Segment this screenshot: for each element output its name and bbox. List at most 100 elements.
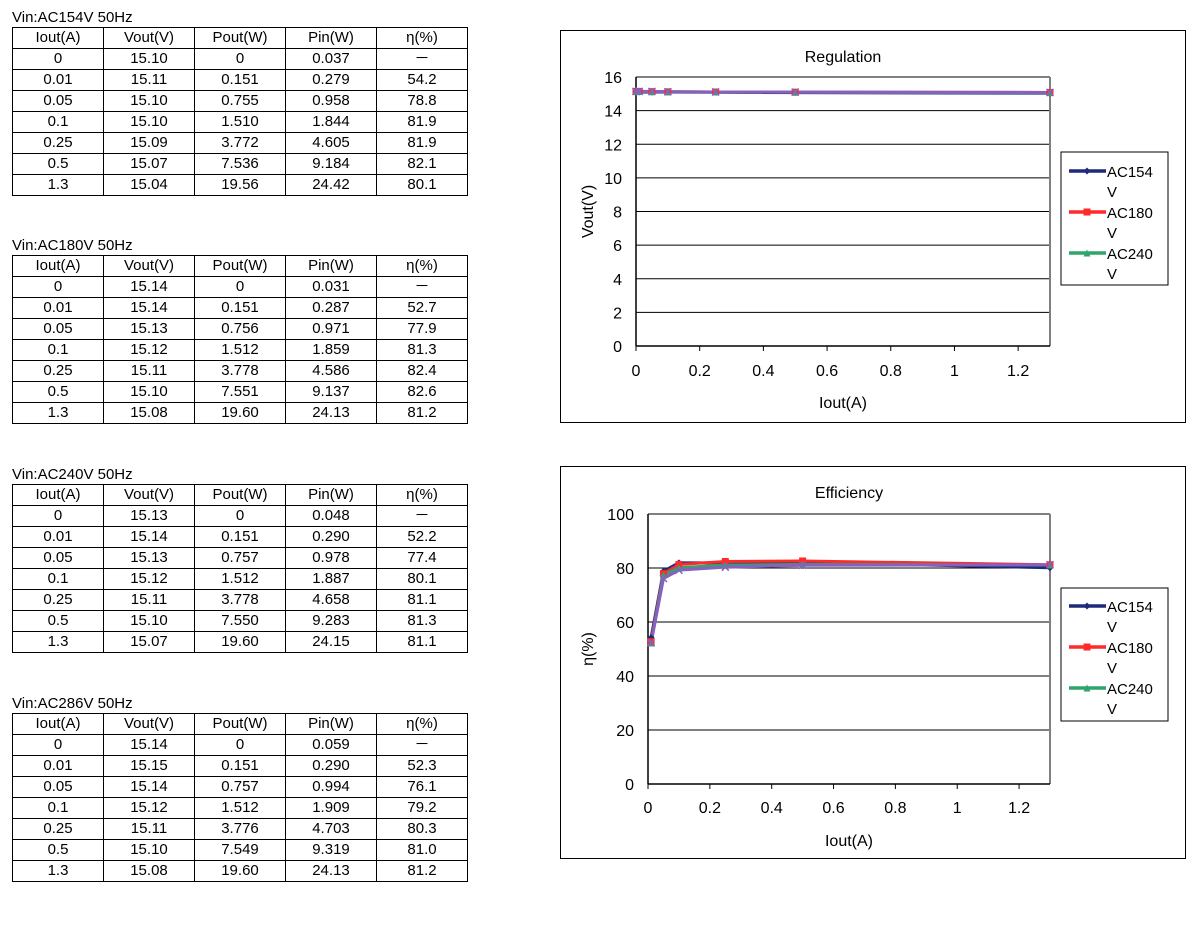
data-point	[1083, 602, 1091, 610]
table-cell: 24.42	[285, 174, 377, 196]
column-header: η(%)	[376, 713, 468, 735]
table-row: 0.05 15.14 0.757 0.994 76.1	[12, 776, 468, 798]
table-cell: 80.3	[376, 818, 468, 840]
data-point	[675, 564, 683, 572]
table-cell: 82.6	[376, 381, 468, 403]
table-row: 0.1 15.12 1.512 1.859 81.3	[12, 339, 468, 361]
data-point	[1083, 249, 1091, 257]
table-cell: 15.14	[103, 276, 195, 298]
column-header: Pin(W)	[285, 255, 377, 277]
data-table-block: Vin:AC286V 50Hz Iout(A) Vout(V) Pout(W) Pin(…	[12, 695, 468, 882]
legend-label: V	[1107, 660, 1117, 677]
table-cell: 1.3	[12, 402, 104, 424]
table-row: 0.5 15.10 7.549 9.319 81.0	[12, 839, 468, 861]
table-cell: 19.60	[194, 631, 286, 653]
y-tick-label: 2	[613, 305, 622, 322]
table-cell: 15.13	[103, 318, 195, 340]
table-cell: 0.037	[285, 48, 377, 70]
data-point	[1045, 560, 1055, 569]
data-point	[674, 566, 683, 575]
y-tick-label: 20	[616, 723, 634, 740]
table-cell: 81.1	[376, 631, 468, 653]
legend-label: AC180	[1107, 205, 1153, 222]
series-line	[649, 560, 1051, 638]
data-point	[1083, 208, 1091, 216]
table-row: 0.1 15.12 1.512 1.909 79.2	[12, 797, 468, 819]
table-cell: 0.25	[12, 132, 104, 154]
table-cell: 52.2	[376, 526, 468, 548]
table-cell: －	[376, 734, 468, 756]
table-cell: 15.14	[103, 776, 195, 798]
table-title: Vin:AC240V 50Hz	[12, 466, 133, 483]
table-row: 0.1 15.10 1.510 1.844 81.9	[12, 111, 468, 133]
legend-label: V	[1107, 225, 1117, 242]
y-tick-label: 6	[613, 238, 622, 255]
data-point-stroke	[647, 87, 656, 96]
table-row: 0.05 15.13 0.757 0.978 77.4	[12, 547, 468, 569]
legend-label: AC240	[1107, 681, 1153, 698]
y-tick-label: 4	[613, 272, 622, 289]
table-cell: 15.07	[103, 631, 195, 653]
series-line	[649, 562, 1051, 644]
column-header: Pout(W)	[194, 255, 286, 277]
legend-label: V	[1107, 619, 1117, 636]
table-row: 0 15.10 0 0.037 －	[12, 48, 468, 70]
data-point	[711, 87, 720, 96]
column-header: Pin(W)	[285, 713, 377, 735]
table-cell: 15.12	[103, 568, 195, 590]
data-point	[631, 87, 641, 96]
table-cell: 81.9	[376, 111, 468, 133]
y-tick-label: 80	[616, 561, 634, 578]
table-cell: 0.290	[285, 755, 377, 777]
table-cell: 7.549	[194, 839, 286, 861]
table-cell: 0.01	[12, 526, 104, 548]
data-point	[721, 561, 729, 569]
legend-box	[1060, 151, 1169, 286]
table-cell: 0.290	[285, 526, 377, 548]
column-header: η(%)	[376, 255, 468, 277]
table-cell: 1.512	[194, 797, 286, 819]
x-tick-label: 0.6	[822, 800, 844, 817]
chart-title: Efficiency	[815, 485, 883, 502]
table-row: 0.25 15.11 3.776 4.703 80.3	[12, 818, 468, 840]
table-cell: 76.1	[376, 776, 468, 798]
table-cell: 0	[194, 505, 286, 527]
table-cell: 82.1	[376, 153, 468, 175]
table-cell: 0.048	[285, 505, 377, 527]
efficiency-chart: Efficiency 0 20 40 60 80 100 0 0.2 0.4 0.6 0.8 1 1.2 I…	[580, 485, 1169, 850]
table-cell: 1.512	[194, 339, 286, 361]
table-cell: 1.859	[285, 339, 377, 361]
table-cell: 9.184	[285, 153, 377, 175]
data-point-stroke	[721, 563, 730, 572]
table-cell: 0.757	[194, 547, 286, 569]
table-cell: 0.756	[194, 318, 286, 340]
data-table-block: Vin:AC154V 50Hz Iout(A) Vout(V) Pout(W) Pin(…	[12, 9, 468, 196]
x-tick-label: 1.2	[1007, 363, 1029, 380]
data-point	[798, 561, 807, 570]
y-tick-label: 14	[604, 104, 622, 121]
data-point	[647, 87, 656, 96]
y-tick-label: 100	[607, 507, 634, 524]
column-header: Vout(V)	[103, 27, 195, 49]
table-header-row: Iout(A) Vout(V) Pout(W) Pin(W) η(%)	[12, 27, 468, 49]
table-cell: 1.844	[285, 111, 377, 133]
table-title: Vin:AC154V 50Hz	[12, 9, 133, 26]
table-cell: 15.14	[103, 297, 195, 319]
data-point	[721, 563, 730, 572]
data-point-stroke	[647, 638, 656, 647]
column-header: Iout(A)	[12, 27, 104, 49]
measurement-table: Iout(A) Vout(V) Pout(W) Pin(W) η(%) 0 15.10 0 0.…	[12, 27, 468, 196]
data-point	[799, 557, 807, 565]
table-cell: 81.2	[376, 860, 468, 882]
table-cell: 0.757	[194, 776, 286, 798]
data-point-stroke	[659, 574, 668, 583]
column-header: Pout(W)	[194, 713, 286, 735]
table-cell: 81.1	[376, 589, 468, 611]
table-cell: 9.283	[285, 610, 377, 632]
table-cell: 81.2	[376, 402, 468, 424]
series-line	[649, 563, 1051, 644]
table-title: Vin:AC286V 50Hz	[12, 695, 133, 712]
y-tick-label: 60	[616, 615, 634, 632]
x-tick-label: 0.6	[816, 363, 838, 380]
table-row: 1.3 15.04 19.56 24.42 80.1	[12, 174, 468, 196]
